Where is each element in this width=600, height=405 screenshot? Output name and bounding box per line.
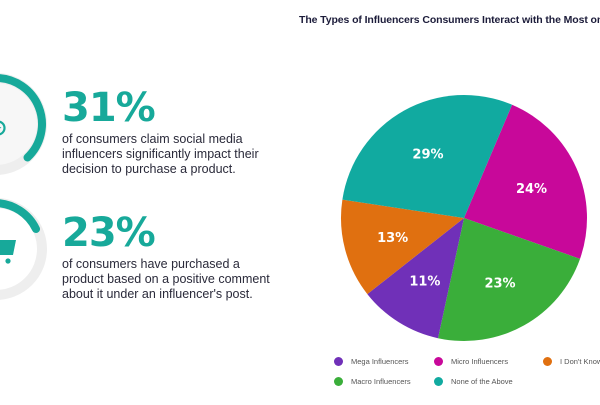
- legend-swatch: [543, 357, 552, 366]
- stat-description-1: of consumers claim social media influenc…: [62, 132, 302, 177]
- legend-swatch: [334, 377, 343, 386]
- progress-ring-2: [0, 198, 47, 300]
- legend-swatch: [334, 357, 343, 366]
- legend-swatch: [434, 377, 443, 386]
- legend-item-none: None of the Above: [434, 377, 513, 386]
- pie-label-dont-know: 13%: [377, 231, 408, 246]
- pie-slice-macro: [438, 218, 581, 341]
- legend-item-macro: Macro Influencers: [334, 377, 411, 386]
- legend-label: I Don't Know: [560, 357, 600, 366]
- stat-text-line: decision to purchase a product.: [62, 162, 236, 176]
- pie-label-none: 29%: [412, 148, 443, 163]
- stat-text-line: about it under an influencer's post.: [62, 287, 253, 301]
- pie-label-mega: 11%: [409, 275, 440, 290]
- pie-slice-micro: [464, 104, 587, 259]
- legend-swatch: [434, 357, 443, 366]
- pie-label-macro: 23%: [484, 276, 515, 291]
- stat-text-line: of consumers have purchased a: [62, 257, 240, 271]
- legend-item-dont-know: I Don't Know: [543, 357, 600, 366]
- stat-description-2: of consumers have purchased a product ba…: [62, 257, 302, 302]
- legend-label: None of the Above: [451, 377, 513, 386]
- stat-value-2: 23%: [62, 210, 156, 256]
- legend-label: Mega Influencers: [351, 357, 409, 366]
- pie-slice-none: [342, 95, 513, 218]
- stat-text-line: product based on a positive comment: [62, 272, 270, 286]
- stat-text-line: of consumers claim social media: [62, 132, 243, 146]
- stat-text-line: influencers significantly impact their: [62, 147, 259, 161]
- chart-title: The Types of Influencers Consumers Inter…: [299, 14, 600, 26]
- legend-label: Micro Influencers: [451, 357, 509, 366]
- legend-item-mega: Mega Influencers: [334, 357, 409, 366]
- shopping-cart-icon: [0, 240, 16, 264]
- pie-slice-dont-know: [340, 199, 464, 295]
- influencer-star-icon: [0, 120, 6, 136]
- stat-value-1: 31%: [62, 85, 156, 131]
- legend-label: Macro Influencers: [351, 377, 411, 386]
- legend-item-micro: Micro Influencers: [434, 357, 508, 366]
- pie-label-micro: 24%: [516, 182, 547, 197]
- progress-ring-1: [0, 73, 47, 175]
- pie-slice-mega: [367, 218, 464, 339]
- chart-legend: Mega Influencers Micro Influencers I Don…: [330, 357, 600, 397]
